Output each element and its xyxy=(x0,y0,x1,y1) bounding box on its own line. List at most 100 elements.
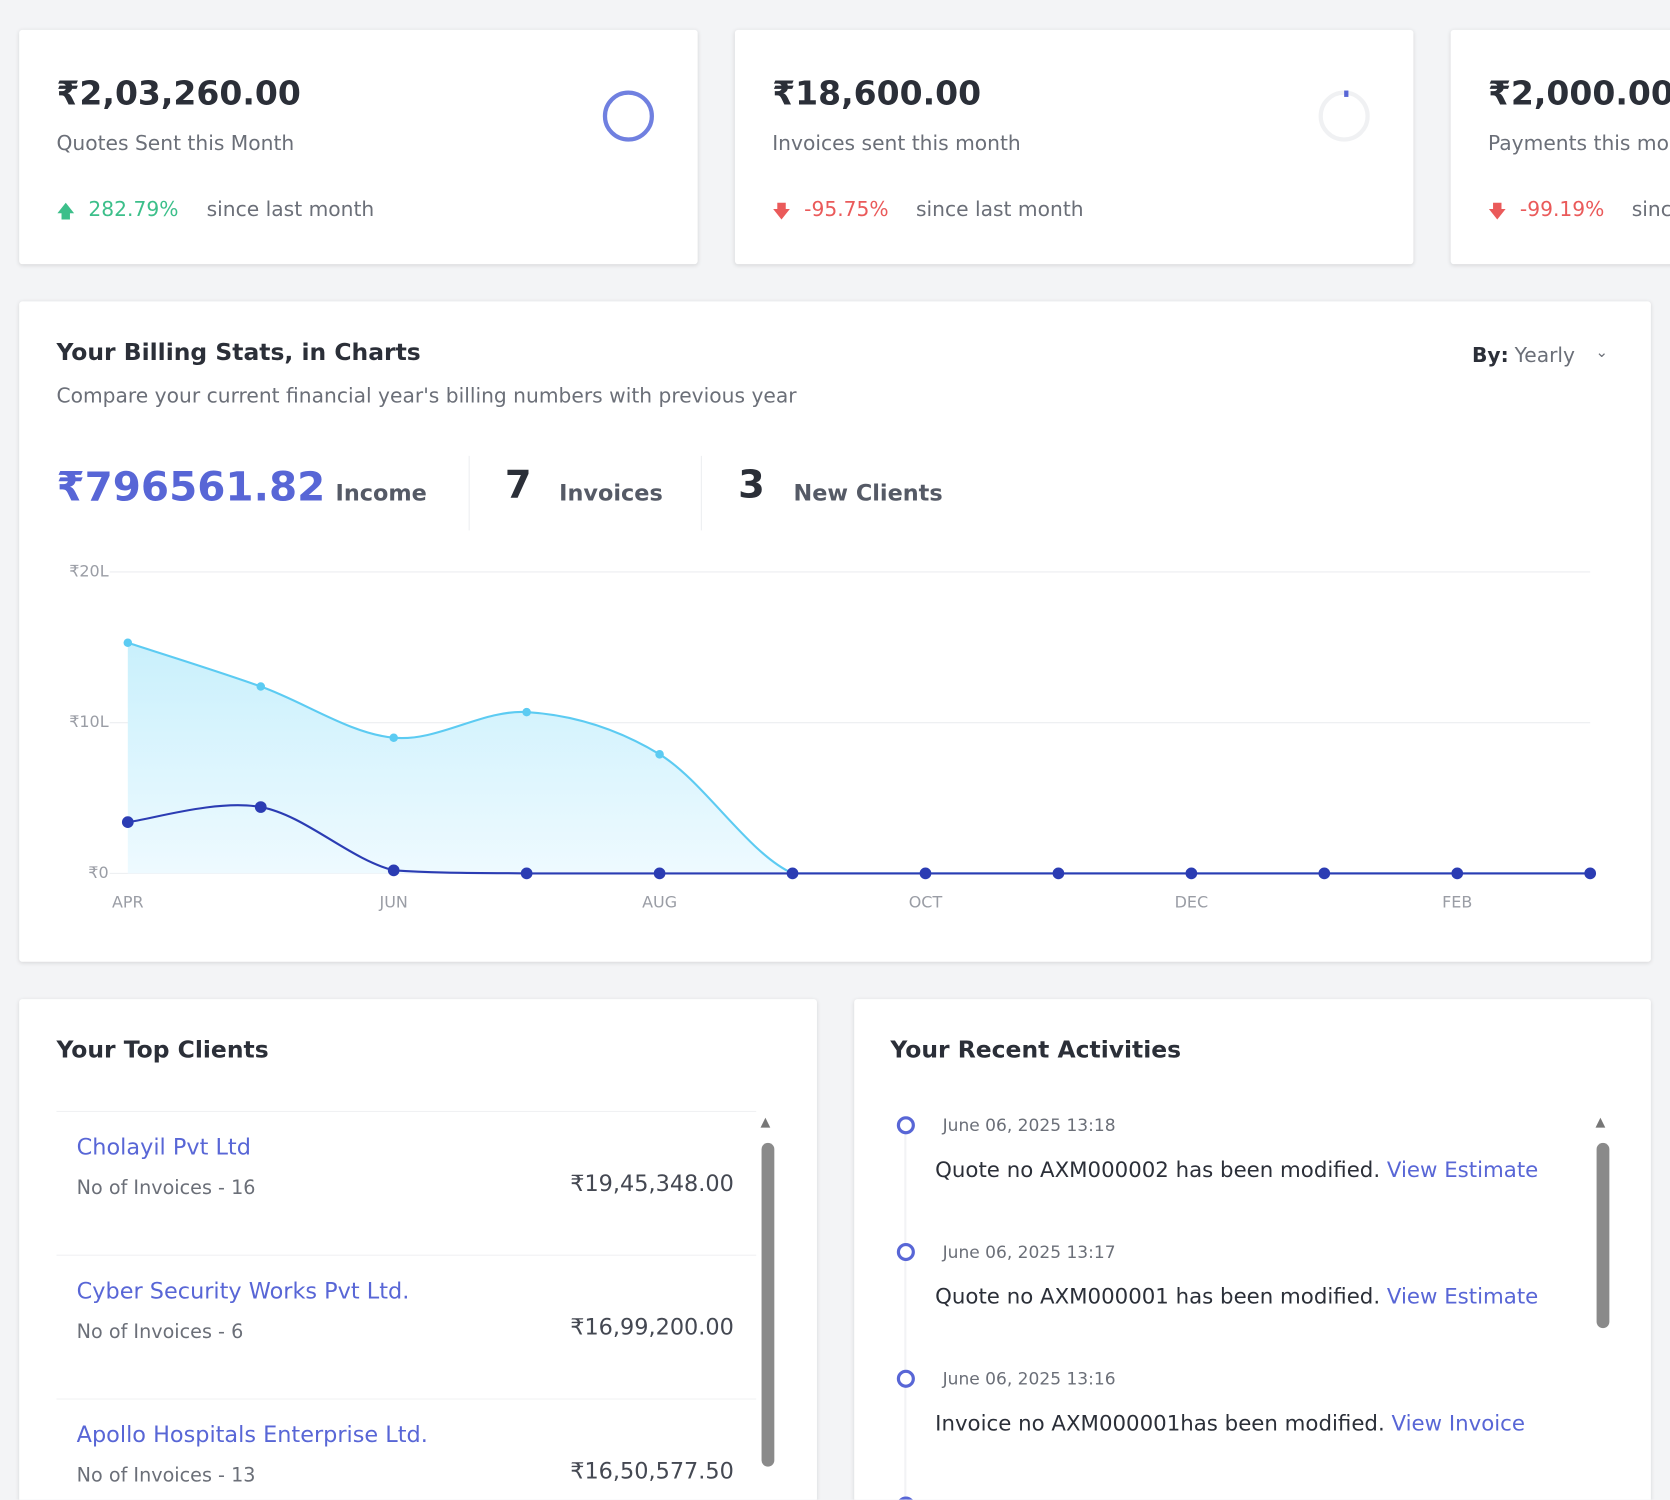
point xyxy=(919,867,932,880)
stat-label: Invoices sent this month xyxy=(772,132,1021,156)
timeline-dot xyxy=(896,1116,915,1135)
activity-link[interactable]: View Estimate xyxy=(1386,1283,1539,1310)
timeline-dot xyxy=(896,1496,915,1500)
x-tick-label: DEC xyxy=(1175,893,1209,912)
stat-label: Payments this month xyxy=(1487,132,1670,156)
progress-tick xyxy=(1344,90,1349,97)
trend-arrow: 🡅 xyxy=(56,201,76,223)
line xyxy=(127,804,1591,875)
client-amount: ₹16,99,200.00 xyxy=(570,1314,734,1340)
billing-card: Your Billing Stats, in Charts Compare you… xyxy=(19,301,1651,962)
clients-label: New Clients xyxy=(793,480,943,506)
stat-amount: ₹2,000.00 xyxy=(1487,74,1670,113)
stat-since: since last month xyxy=(1631,198,1670,222)
clients-count: 3 xyxy=(738,463,765,507)
billing-title: Your Billing Stats, in Charts xyxy=(56,339,421,367)
point xyxy=(522,707,531,717)
point xyxy=(387,864,400,877)
point xyxy=(786,867,799,880)
progress-ring xyxy=(602,90,654,142)
area xyxy=(127,642,1591,874)
y-tick-label: ₹20L xyxy=(69,561,108,580)
row-divider xyxy=(56,1110,757,1112)
period-select[interactable]: Yearly xyxy=(1514,344,1576,368)
scrollbar-thumb[interactable] xyxy=(1596,1142,1610,1329)
timeline-dot xyxy=(896,1242,915,1262)
x-tick-label: APR xyxy=(112,893,144,912)
activities-title: Your Recent Activities xyxy=(890,1037,1182,1065)
stat-change: -95.75% xyxy=(804,198,889,222)
stat-since: since last month xyxy=(915,198,1084,222)
client-invoices: No of Invoices - 16 xyxy=(76,1176,256,1200)
point xyxy=(655,750,664,759)
point xyxy=(1318,867,1331,880)
period-by: By: xyxy=(1471,344,1509,368)
point xyxy=(121,816,134,828)
trend-arrow: 🡇 xyxy=(772,201,791,223)
activity-date: June 06, 2025 13:18 xyxy=(942,1115,1116,1136)
client-name[interactable]: Cyber Security Works Pvt Ltd. xyxy=(76,1278,410,1304)
income-label: Income xyxy=(335,480,427,506)
invoices-count: 7 xyxy=(504,463,532,507)
client-amount: ₹19,45,348.00 xyxy=(570,1170,734,1197)
scroll-up: ▲ xyxy=(1595,1114,1606,1130)
activity-message: Quote no AXM000001 has been modified. xyxy=(935,1283,1381,1310)
activity-message: Invoice no AXM000001has been modified. xyxy=(935,1410,1385,1436)
stat-card: ₹2,000.00 Payments this month 🡇 -99.19% sinc… xyxy=(1450,29,1670,265)
stat-since: since last month xyxy=(206,198,375,222)
divider xyxy=(700,455,702,531)
timeline-dot xyxy=(896,1369,915,1388)
y-tick-label: ₹10L xyxy=(69,712,108,731)
trend-arrow: 🡇 xyxy=(1487,201,1507,223)
stat-change: -99.19% xyxy=(1519,198,1605,222)
income-value: ₹796561.82 xyxy=(56,463,326,511)
client-amount: ₹16,50,577.50 xyxy=(570,1458,734,1484)
billing-subtitle: Compare your current financial year's bi… xyxy=(56,384,797,408)
point xyxy=(653,867,666,880)
divider xyxy=(468,455,470,531)
stat-amount: ₹18,600.00 xyxy=(772,74,982,113)
point xyxy=(389,733,398,743)
progress-ring xyxy=(1318,90,1370,142)
stat-amount: ₹2,03,260.00 xyxy=(56,74,301,113)
stat-label: Quotes Sent this Month xyxy=(56,132,295,156)
billing-chart: ₹0 ₹10L ₹20L APR JUN AUG OCT DEC FEB xyxy=(69,561,1597,912)
client-invoices: No of Invoices - 13 xyxy=(76,1464,256,1487)
x-tick-label: JUN xyxy=(379,893,408,912)
point xyxy=(1185,867,1198,880)
activity-date: June 06, 2025 13:17 xyxy=(942,1241,1116,1263)
point xyxy=(256,682,266,691)
point xyxy=(1052,867,1065,880)
activity-text: Invoice no AXM000001has been modified. V… xyxy=(935,1410,1525,1436)
x-tick-label: FEB xyxy=(1442,893,1472,912)
client-name[interactable]: Apollo Hospitals Enterprise Ltd. xyxy=(76,1421,428,1448)
activity-text: Quote no AXM000002 has been modified. Vi… xyxy=(935,1157,1538,1183)
x-tick-label: OCT xyxy=(909,893,943,912)
activity-date: June 06, 2025 13:16 xyxy=(942,1368,1116,1389)
scroll-up: ▲ xyxy=(760,1114,771,1130)
point xyxy=(520,867,533,880)
client-invoices: No of Invoices - 6 xyxy=(76,1320,244,1344)
row-divider xyxy=(56,1398,757,1400)
point xyxy=(1451,867,1464,880)
top-clients-card: Your Top Clients Cholayil Pvt Ltd No of In… xyxy=(19,999,817,1500)
top-clients-title: Your Top Clients xyxy=(56,1037,269,1065)
y-tick-label: ₹0 xyxy=(88,863,108,882)
activity-link[interactable]: View Estimate xyxy=(1386,1156,1539,1183)
point xyxy=(123,638,133,648)
timeline xyxy=(904,1126,907,1500)
point xyxy=(254,801,267,813)
x-tick-label: AUG xyxy=(642,893,677,912)
scrollbar-thumb[interactable] xyxy=(761,1142,775,1467)
point xyxy=(1584,867,1597,880)
stat-change: 282.79% xyxy=(88,198,179,222)
client-name[interactable]: Cholayil Pvt Ltd xyxy=(76,1134,251,1160)
chevron: ⌄ xyxy=(1595,344,1609,362)
activity-message: Quote no AXM000002 has been modified. xyxy=(935,1156,1381,1183)
activities-card: Your Recent Activities June 06, 2025 13:1… xyxy=(854,999,1651,1500)
invoices-label: Invoices xyxy=(559,480,663,506)
row-divider xyxy=(56,1254,757,1256)
activity-link[interactable]: View Invoice xyxy=(1391,1410,1525,1436)
